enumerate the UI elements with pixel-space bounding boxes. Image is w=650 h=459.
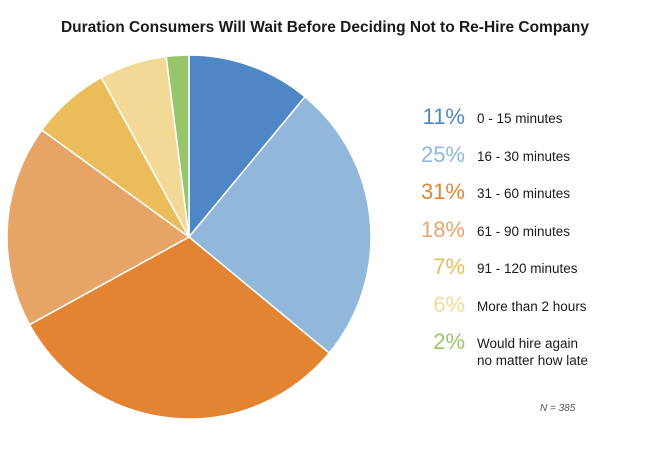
legend-item: 11% 0 - 15 minutes [405,100,635,134]
legend-percent: 7% [433,254,465,279]
pie-slice-4 [6,128,191,326]
legend-item: 31% 31 - 60 minutes [405,175,635,209]
legend-percent: 18% [420,216,465,242]
legend-label: More than 2 hours [477,298,587,314]
legend-label: 16 - 30 minutes [477,148,571,164]
pie-slice-3 [28,236,331,420]
legend-item: 7% 91 - 120 minutes [405,250,635,284]
legend-label: 0 - 15 minutes [477,111,563,126]
legend-item: 18% 61 - 90 minutes [405,213,635,247]
pie-slice-2 [187,95,372,355]
legend-label: 31 - 60 minutes [477,186,571,201]
legend-percent: 11% [422,104,465,129]
legend-label: Would hire again no matter how late [477,336,589,368]
legend-percent: 31% [420,179,465,204]
pie-slice-1 [188,54,307,240]
legend-percent: 25% [420,141,465,167]
pie-slice-7 [165,54,190,238]
legend-item: 6% More than 2 hours [405,288,635,322]
sample-size-note: N = 385 [540,403,576,414]
legend-percent: 2% [433,329,465,354]
legend-item: 25% 16 - 30 minutes [405,138,635,172]
legend-item: 2% Would hire again no matter how late [405,325,635,368]
legend-label: 91 - 120 minutes [477,261,578,276]
legend-label: 61 - 90 minutes [477,223,571,239]
pie-chart [6,54,372,420]
chart-title: Duration Consumers Will Wait Before Deci… [60,19,590,36]
legend-percent: 6% [433,291,465,317]
